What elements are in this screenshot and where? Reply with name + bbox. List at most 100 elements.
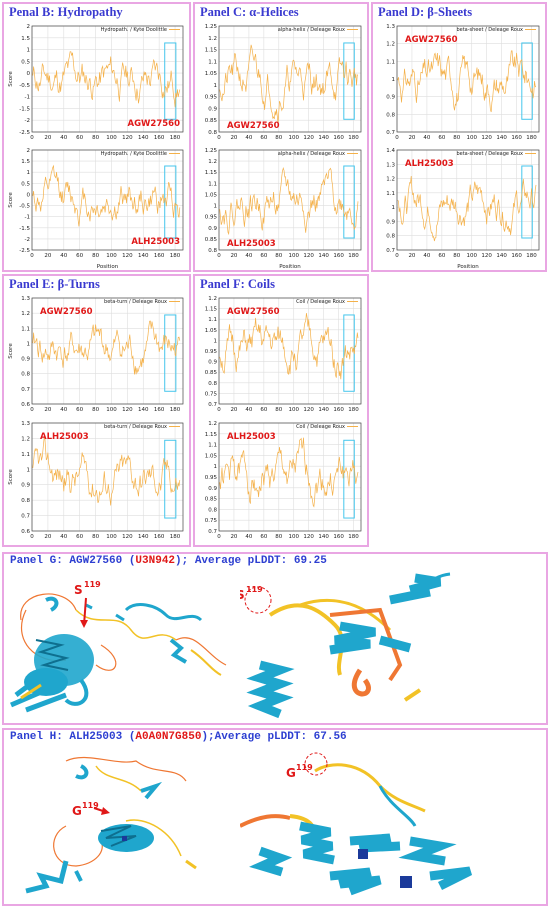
y-tick-label: 1.2 — [386, 177, 395, 183]
x-tick-label: 160 — [154, 407, 165, 413]
series-line — [32, 435, 181, 506]
sample-label: ALH25003 — [131, 237, 180, 247]
sample-label: ALH25003 — [227, 432, 276, 442]
chart-beta-turn-alh25003: 1.3 1.2 1.1 1 0.9 0.8 0.7 0.60 20 40 60 80 100 120 140… — [8, 421, 184, 540]
panel-h-accession: A0A0N7G850 — [135, 731, 202, 743]
plot-frame — [218, 422, 362, 532]
y-axis-title: Score — [8, 71, 14, 87]
x-tick-label: 60 — [260, 253, 267, 259]
y-tick-label: 0.8 — [208, 248, 217, 254]
chart-hydropathy-alh25003: 21.510.50-0.5-1-1.5-2-2.50 20 40 60 80 100 120… — [8, 148, 184, 270]
x-tick-label: 20 — [44, 534, 51, 540]
chart-beta-sheet-agw27560: 1.3 1.2 1.1 1 0.9 0.8 0.70 20 40 60 80 100 120 140 160… — [386, 24, 540, 141]
x-tick-label: 80 — [92, 135, 99, 141]
legend-label: beta-sheet / Deleage Roux — [456, 151, 523, 157]
x-tick-label: 180 — [170, 253, 181, 259]
x-tick-label: 160 — [511, 135, 522, 141]
y-tick-label: 1.3 — [21, 296, 30, 302]
y-tick-label: 0.95 — [205, 95, 218, 101]
y-tick-label: 0 — [27, 71, 31, 77]
x-tick-label: 20 — [230, 407, 237, 413]
sample-label: ALH25003 — [227, 239, 276, 249]
x-tick-label: 60 — [260, 407, 267, 413]
site-number-h-overview: 119 — [82, 801, 99, 810]
x-tick-label: 140 — [496, 253, 507, 259]
y-axis-title: Score — [8, 343, 14, 359]
x-tick-label: 60 — [76, 534, 83, 540]
panel-f-coils: Panel F: Coils 1.2 1.15 1.1 1.05 1 0.95 0.9 0.8… — [193, 274, 369, 547]
x-tick-label: 0 — [217, 534, 221, 540]
y-tick-label: 1 — [27, 170, 31, 176]
y-tick-label: -0.5 — [19, 83, 30, 89]
chart-beta-turn-agw27560: 1.3 1.2 1.1 1 0.9 0.8 0.7 0.60 20 40 60 80 100 120 140… — [8, 296, 184, 413]
panel-g-title: Panel G: AGW27560 (U3N942); Average pLDD… — [10, 555, 327, 567]
panel-g-accession: U3N942 — [135, 555, 176, 567]
x-tick-label: 160 — [154, 253, 165, 259]
y-tick-label: 1 — [214, 204, 218, 210]
x-tick-label: 80 — [275, 135, 282, 141]
site-label-g-overview: S — [74, 583, 83, 597]
plot-frame — [396, 25, 540, 133]
x-tick-label: 180 — [348, 407, 359, 413]
y-tick-label: 0.6 — [21, 402, 30, 408]
legend-label: alpha-helix / Deleage Roux — [278, 27, 345, 33]
plot-frame — [31, 297, 184, 405]
y-tick-label: 0.8 — [386, 112, 395, 118]
x-tick-label: 80 — [275, 534, 282, 540]
y-tick-label: 1.2 — [208, 36, 217, 42]
plot-frame — [396, 149, 540, 251]
x-tick-label: 100 — [466, 253, 477, 259]
site-label-h-zoom: G — [286, 766, 296, 780]
x-tick-label: 120 — [481, 135, 492, 141]
x-tick-label: 140 — [138, 135, 149, 141]
series-line — [32, 164, 181, 227]
series-line — [219, 437, 359, 508]
site-number-g-zoom: 119 — [246, 585, 263, 594]
highlight-box — [164, 42, 177, 120]
panel-f-title: Panel F: Coils — [200, 277, 275, 291]
y-axis-title: Score — [8, 469, 14, 485]
x-tick-label: 140 — [318, 253, 329, 259]
x-tick-label: 140 — [318, 407, 329, 413]
legend-label: beta-sheet / Deleage Roux — [456, 27, 523, 33]
y-tick-label: 1 — [214, 338, 218, 344]
y-tick-label: 0.7 — [208, 529, 217, 535]
x-tick-label: 40 — [245, 534, 252, 540]
panel-h-structure: Panel H: ALH25003 (A0A0N7G850);Average p… — [2, 728, 548, 906]
series-line — [397, 50, 537, 113]
sample-label: AGW27560 — [40, 307, 93, 317]
y-tick-label: 0.5 — [21, 181, 30, 187]
x-tick-label: 180 — [348, 253, 359, 259]
y-tick-label: 1.1 — [208, 317, 217, 323]
structure-overview-agw27560: S 119 — [10, 580, 227, 713]
x-tick-label: 60 — [76, 253, 83, 259]
highlight-box — [343, 42, 355, 120]
y-tick-label: 0.7 — [21, 514, 30, 520]
x-tick-label: 120 — [303, 253, 314, 259]
panel-g-structure: Panel G: AGW27560 (U3N942); Average pLDD… — [2, 552, 548, 725]
y-tick-label: 1.5 — [21, 36, 30, 42]
x-tick-label: 100 — [106, 135, 117, 141]
y-tick-label: 0.9 — [208, 360, 217, 366]
x-tick-label: 180 — [526, 253, 537, 259]
x-tick-label: 100 — [288, 253, 299, 259]
structure-zoom-agw27560: S 119 — [240, 572, 451, 719]
x-tick-label: 60 — [438, 253, 445, 259]
sample-label: AGW27560 — [405, 35, 458, 45]
x-tick-label: 80 — [275, 253, 282, 259]
y-tick-label: 0.9 — [208, 486, 217, 492]
y-tick-label: -1 — [25, 95, 30, 101]
x-tick-label: 120 — [122, 253, 133, 259]
y-tick-label: 1.1 — [386, 191, 395, 197]
y-tick-label: 0.85 — [205, 118, 218, 124]
y-tick-label: 0.85 — [205, 237, 218, 243]
x-axis-title: Position — [279, 264, 301, 270]
y-tick-label: -0.5 — [19, 204, 30, 210]
sample-label: AGW27560 — [127, 119, 180, 129]
y-tick-label: 0.8 — [208, 381, 217, 387]
x-tick-label: 180 — [526, 135, 537, 141]
y-tick-label: 2 — [27, 24, 31, 30]
y-tick-label: 1.2 — [208, 421, 217, 427]
x-tick-label: 0 — [30, 135, 34, 141]
y-tick-label: 1.1 — [208, 181, 217, 187]
